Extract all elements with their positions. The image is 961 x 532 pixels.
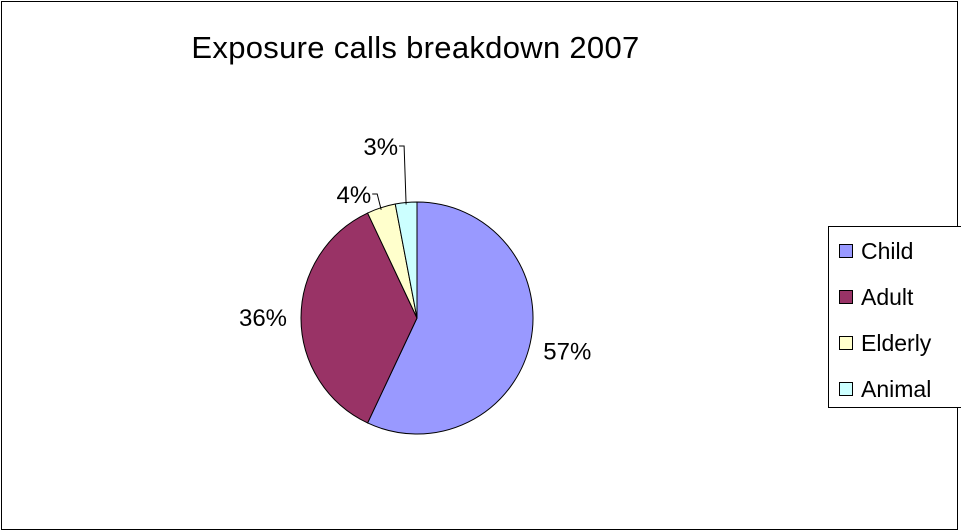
legend-swatch-elderly xyxy=(839,336,853,350)
leader-lines xyxy=(372,145,407,210)
pie-labels: 57% 36% 4% 3% xyxy=(239,134,591,366)
chart-title: Exposure calls breakdown 2007 xyxy=(191,30,640,65)
pie-label-adult: 36% xyxy=(239,305,287,332)
legend-item-animal: Animal xyxy=(839,375,931,403)
legend: Child Adult Elderly Animal xyxy=(828,226,961,408)
leader-line-animal xyxy=(399,145,407,205)
legend-label-adult: Adult xyxy=(861,283,914,310)
legend-item-elderly: Elderly xyxy=(839,329,931,357)
legend-item-child: Child xyxy=(839,237,913,265)
leader-line-elderly xyxy=(372,193,382,210)
legend-swatch-child xyxy=(839,244,853,258)
pie-slice-child xyxy=(366,201,534,435)
pie-slices xyxy=(300,201,534,435)
legend-label-elderly: Elderly xyxy=(861,329,932,356)
legend-item-adult: Adult xyxy=(839,283,913,311)
legend-label-animal: Animal xyxy=(861,375,932,402)
pie-label-elderly: 4% xyxy=(337,182,372,209)
pie-label-animal: 3% xyxy=(363,134,398,161)
legend-swatch-adult xyxy=(839,290,853,304)
legend-swatch-animal xyxy=(839,382,853,396)
pie-label-child: 57% xyxy=(543,339,591,366)
legend-label-child: Child xyxy=(861,237,914,264)
pie-slice-adult xyxy=(300,212,418,424)
